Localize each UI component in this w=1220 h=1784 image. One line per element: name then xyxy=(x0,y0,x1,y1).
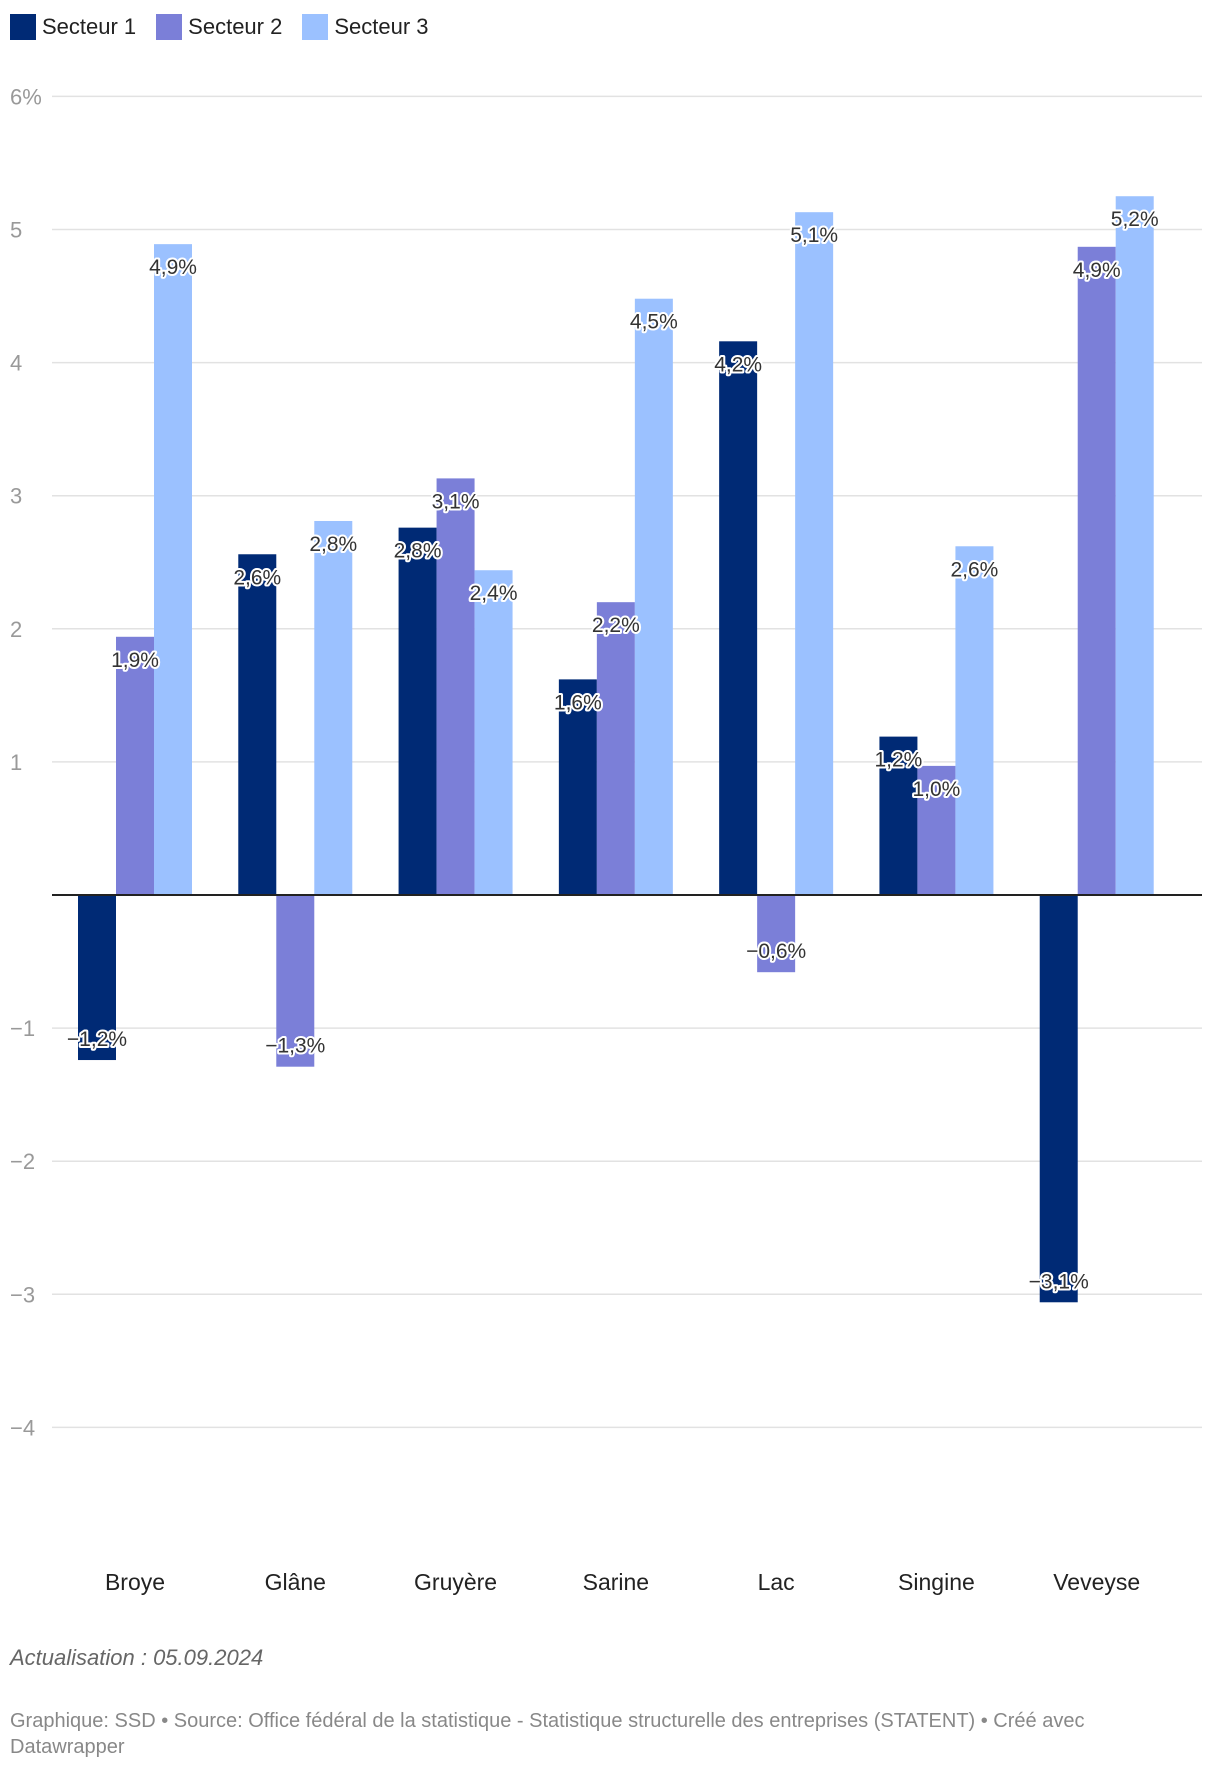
x-tick-label: Glâne xyxy=(265,1569,326,1595)
data-label: 2,6% xyxy=(233,566,281,589)
bar xyxy=(314,520,353,895)
bar xyxy=(276,895,315,1067)
bar-chart: 6% 5 4 3 2 1 −1 −2 −3 −4 Broye Glâne Gruyère Sarine La… xyxy=(10,84,1202,1595)
data-label: 4,2% xyxy=(714,353,762,376)
y-tick-label: −1 xyxy=(10,1016,35,1041)
data-label: −1,2% xyxy=(67,1028,127,1051)
bar xyxy=(1039,895,1078,1303)
x-tick-label: Gruyère xyxy=(414,1569,497,1595)
bar xyxy=(238,554,277,895)
y-tick-label: 4 xyxy=(10,351,22,376)
data-label: 2,8% xyxy=(394,540,442,563)
y-tick-label: 5 xyxy=(10,218,22,243)
x-tick-label: Singine xyxy=(898,1569,975,1595)
bar xyxy=(917,765,956,895)
data-label: 2,4% xyxy=(470,582,518,605)
bar xyxy=(474,570,513,895)
data-label: 4,9% xyxy=(149,256,197,279)
bar xyxy=(596,602,635,895)
data-label: 3,1% xyxy=(432,490,480,513)
data-label: 4,5% xyxy=(630,311,678,334)
legend-swatch xyxy=(10,14,36,40)
bar xyxy=(1077,246,1116,896)
y-tick-label: 3 xyxy=(10,484,22,509)
data-label: 4,9% xyxy=(1073,259,1121,282)
legend-label: Secteur 3 xyxy=(334,14,429,39)
legend-label: Secteur 1 xyxy=(42,14,137,39)
x-tick-label: Veveyse xyxy=(1053,1569,1140,1595)
bar xyxy=(634,298,673,895)
x-tick-label: Broye xyxy=(105,1569,165,1595)
bar xyxy=(1115,196,1154,896)
legend: Secteur 1 Secteur 2 Secteur 3 xyxy=(10,12,429,42)
bar xyxy=(757,895,796,973)
bar xyxy=(398,527,437,895)
data-label: 2,8% xyxy=(309,533,357,556)
y-tick-label: 6% xyxy=(10,84,42,109)
bar xyxy=(154,244,192,896)
data-label: 1,2% xyxy=(874,749,922,772)
x-tick-label: Sarine xyxy=(583,1569,649,1595)
data-label: 5,1% xyxy=(790,224,838,247)
data-label: 2,6% xyxy=(950,558,998,581)
bar xyxy=(795,212,834,895)
data-label: 5,2% xyxy=(1111,208,1159,231)
data-label: 1,6% xyxy=(554,691,602,714)
y-tick-label: −2 xyxy=(10,1149,35,1174)
bar xyxy=(436,478,475,895)
bar xyxy=(558,679,597,895)
legend-swatch xyxy=(302,14,329,40)
y-tick-label: −3 xyxy=(10,1282,35,1307)
data-label: −1,3% xyxy=(265,1035,325,1058)
data-label: 2,2% xyxy=(592,614,640,637)
bar xyxy=(78,895,116,1061)
data-label: 1,0% xyxy=(912,778,960,801)
legend-item: Secteur 1 xyxy=(10,14,136,40)
legend-item: Secteur 2 xyxy=(156,14,282,40)
y-tick-label: −4 xyxy=(10,1415,35,1440)
y-tick-label: 2 xyxy=(10,617,22,642)
bar xyxy=(955,546,994,895)
legend-swatch xyxy=(156,14,183,40)
legend-item: Secteur 3 xyxy=(302,14,429,40)
data-label: −3,1% xyxy=(1029,1270,1089,1293)
bar xyxy=(719,341,758,896)
x-tick-label: Lac xyxy=(758,1569,795,1595)
data-label: −0,6% xyxy=(746,940,806,963)
data-label: 1,9% xyxy=(111,649,159,672)
y-tick-label: 1 xyxy=(10,750,22,775)
bar xyxy=(116,636,154,895)
update-note: Actualisation : 05.09.2024 xyxy=(10,1645,264,1670)
legend-label: Secteur 2 xyxy=(188,14,283,39)
bar xyxy=(879,736,918,895)
source-footer: Graphique: SSD • Source: Office fédéral … xyxy=(10,1710,1085,1758)
